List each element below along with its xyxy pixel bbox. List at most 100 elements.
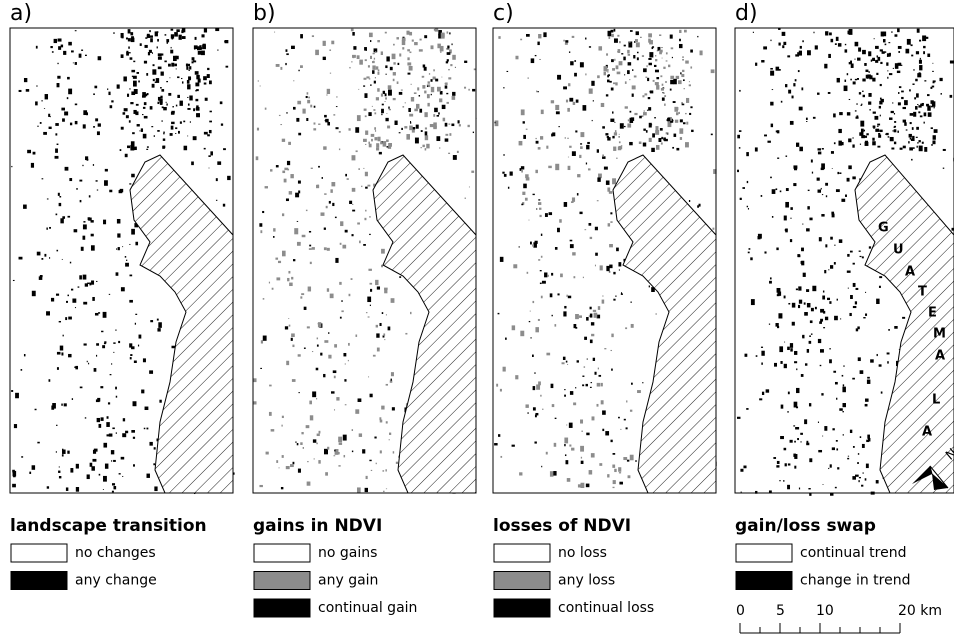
speckle	[632, 69, 634, 71]
speckle	[67, 294, 69, 297]
speckle	[325, 118, 329, 123]
speckle	[382, 470, 385, 472]
speckle	[388, 432, 392, 435]
speckle	[861, 135, 865, 139]
speckle	[822, 435, 824, 437]
speckle	[822, 484, 824, 485]
speckle	[547, 274, 549, 277]
speckle	[534, 54, 537, 57]
speckle	[103, 475, 107, 482]
speckle	[265, 451, 269, 455]
speckle	[610, 87, 614, 91]
speckle	[334, 449, 339, 455]
speckle	[280, 486, 284, 490]
speckle	[364, 93, 368, 98]
speckle	[640, 36, 642, 38]
speckle	[913, 111, 917, 117]
speckle	[551, 133, 554, 137]
speckle	[407, 49, 410, 52]
speckle	[373, 57, 376, 60]
speckle	[119, 149, 122, 152]
speckle	[591, 80, 595, 86]
speckle	[648, 33, 652, 38]
speckle	[64, 111, 69, 116]
speckle	[614, 468, 617, 473]
speckle	[157, 56, 162, 60]
speckle	[390, 298, 395, 303]
speckle	[678, 111, 680, 115]
speckle	[641, 115, 644, 118]
speckle	[191, 161, 194, 166]
speckle	[381, 264, 384, 268]
speckle	[648, 62, 652, 66]
speckle	[631, 93, 634, 97]
speckle	[445, 61, 449, 64]
speckle	[130, 37, 135, 43]
speckle	[850, 78, 852, 81]
speckle	[839, 112, 843, 116]
speckle	[825, 31, 829, 36]
speckle	[309, 415, 314, 421]
speckle	[368, 376, 370, 378]
speckle	[589, 236, 593, 240]
speckle	[600, 382, 603, 387]
speckle	[71, 50, 74, 53]
speckle	[791, 302, 796, 308]
speckle	[357, 398, 362, 402]
speckle	[428, 73, 431, 75]
speckle	[596, 149, 599, 153]
speckle	[867, 376, 870, 379]
speckle	[579, 154, 582, 159]
speckle	[284, 326, 289, 330]
speckle	[879, 100, 883, 105]
speckle	[570, 61, 574, 66]
speckle	[295, 441, 297, 443]
speckle	[767, 140, 771, 143]
speckle	[630, 323, 634, 328]
speckle	[322, 56, 326, 61]
speckle	[307, 461, 309, 463]
speckle	[142, 92, 146, 98]
speckle	[629, 30, 633, 32]
speckle	[575, 99, 579, 103]
speckle	[548, 165, 552, 169]
speckle	[565, 99, 569, 103]
speckle	[300, 442, 303, 445]
speckle	[537, 318, 540, 321]
speckle	[316, 184, 320, 189]
legend-swatch	[493, 571, 551, 590]
speckle	[120, 456, 125, 460]
speckle	[130, 141, 135, 147]
speckle	[494, 443, 498, 446]
speckle	[449, 32, 451, 35]
speckle	[36, 251, 41, 256]
speckle	[50, 46, 53, 49]
speckle	[409, 113, 414, 117]
speckle	[13, 424, 18, 429]
speckle	[115, 272, 119, 276]
speckle	[923, 112, 927, 117]
speckle	[877, 56, 881, 61]
speckle	[418, 95, 421, 97]
speckle	[870, 359, 874, 363]
speckle	[598, 374, 602, 377]
speckle	[538, 199, 541, 201]
speckle	[611, 368, 613, 371]
speckle	[190, 97, 192, 99]
speckle	[609, 244, 613, 248]
panel-label: d)	[735, 1, 758, 26]
speckle	[290, 337, 293, 341]
speckle	[134, 322, 137, 325]
speckle	[181, 28, 186, 33]
speckle	[930, 127, 933, 130]
speckle	[137, 344, 140, 347]
speckle	[822, 290, 825, 293]
speckle	[381, 312, 384, 315]
panel-label: c)	[493, 1, 514, 26]
speckle	[92, 458, 97, 462]
speckle	[298, 69, 300, 72]
speckle	[662, 92, 665, 94]
speckle	[528, 219, 530, 221]
speckle	[612, 135, 615, 139]
speckle	[158, 322, 162, 328]
